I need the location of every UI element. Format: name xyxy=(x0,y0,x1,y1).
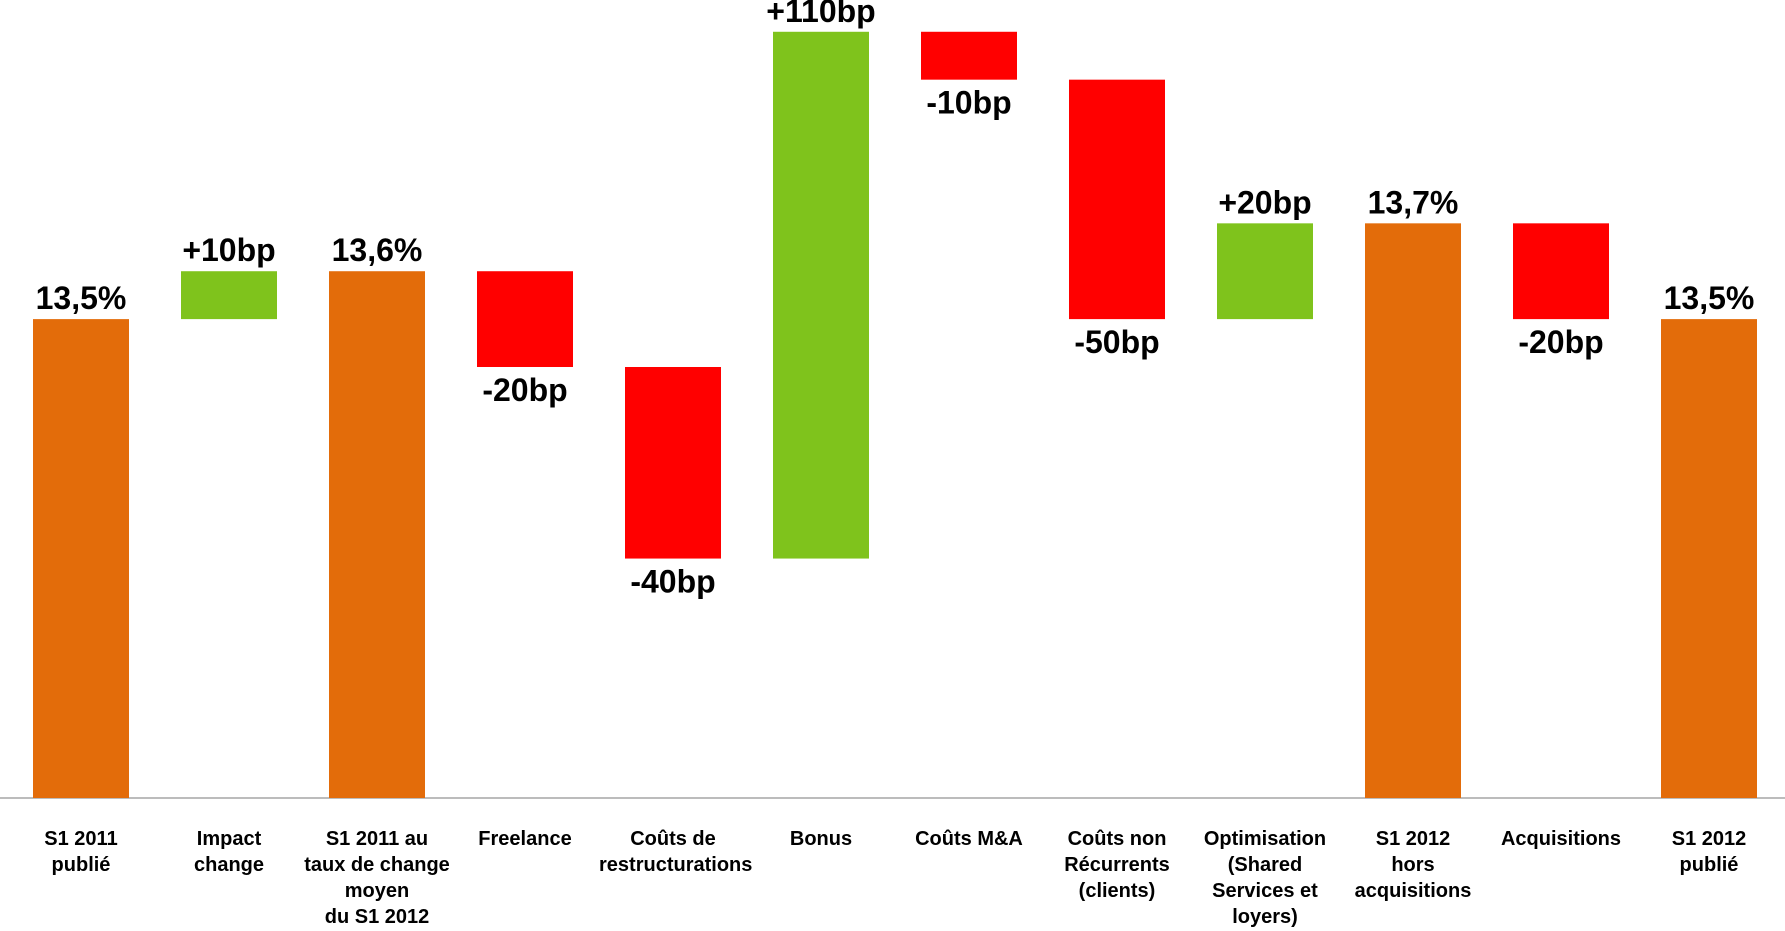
x-tick-label: Acquisitions xyxy=(1500,828,1621,850)
x-tick-label: S1 2012 publié xyxy=(1671,828,1747,876)
value-label: -10bp xyxy=(926,85,1011,121)
bar xyxy=(1513,223,1609,320)
value-label: 13,5% xyxy=(36,280,127,316)
x-tick-label: Coûts non Récurrents (clients) xyxy=(1064,828,1170,902)
value-label: 13,5% xyxy=(1664,280,1755,316)
value-label: 13,6% xyxy=(332,232,423,268)
x-tick-label: Impact change xyxy=(193,828,265,876)
x-tick-label: Bonus xyxy=(789,828,853,850)
x-tick-label: Optimisation (Shared Services et loyers) xyxy=(1203,828,1327,928)
bar xyxy=(1069,79,1165,320)
x-tick-label: Freelance xyxy=(478,828,572,850)
x-tick-label: Coûts M&A xyxy=(915,828,1023,850)
x-tick-label: Coûts de restructurations xyxy=(599,828,753,876)
x-tick-label: S1 2011 au taux de change moyen du S1 20… xyxy=(304,828,450,928)
bar xyxy=(921,31,1017,80)
x-tick-label: S1 2012 hors acquisitions xyxy=(1354,828,1472,902)
value-label: -40bp xyxy=(630,564,715,600)
x-tick-label: S1 2011 publié xyxy=(44,828,118,876)
bar xyxy=(181,271,277,320)
bar xyxy=(625,367,721,559)
value-label: +20bp xyxy=(1218,184,1311,220)
bar xyxy=(1661,319,1757,798)
bar xyxy=(329,271,425,798)
value-label: +10bp xyxy=(182,232,275,268)
value-label: -50bp xyxy=(1074,324,1159,360)
value-label: -20bp xyxy=(1518,324,1603,360)
value-label: -20bp xyxy=(482,372,567,408)
bar xyxy=(773,31,869,559)
value-label: +110bp xyxy=(766,0,875,29)
bar xyxy=(1217,223,1313,320)
bar xyxy=(1365,223,1461,799)
value-label: 13,7% xyxy=(1368,184,1459,220)
bar xyxy=(33,319,129,798)
bar xyxy=(477,271,573,367)
